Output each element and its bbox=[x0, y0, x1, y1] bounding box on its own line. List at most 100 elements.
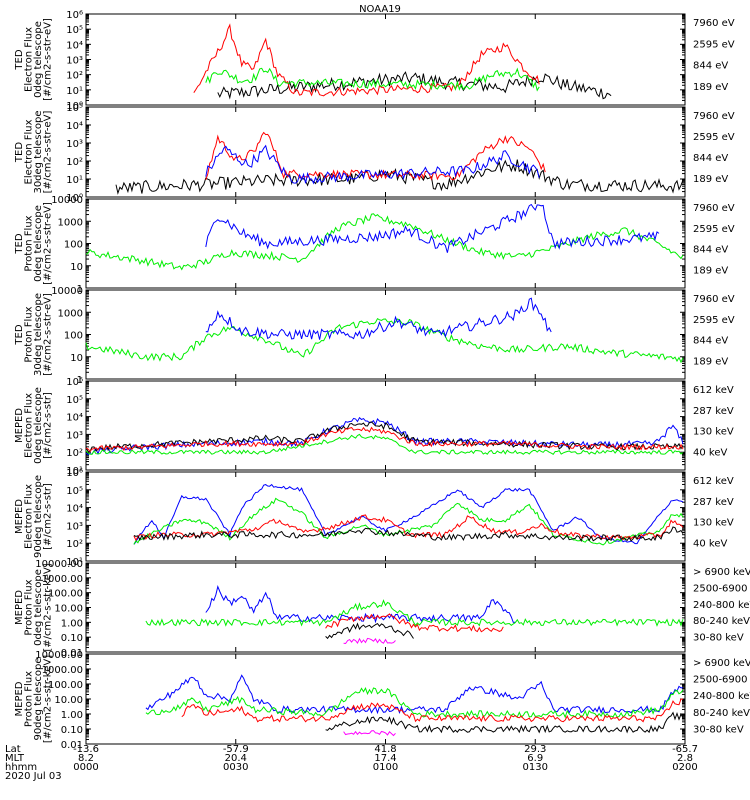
y-axis-label: [#/cm2-s-str-eV] bbox=[42, 202, 53, 285]
y-axis-label: Electron Flux bbox=[23, 484, 34, 549]
y-tick-label: 10⁴ bbox=[66, 40, 83, 51]
series-line bbox=[205, 67, 540, 92]
legend-item: 189 eV bbox=[693, 82, 728, 93]
y-tick-label: 10⁴ bbox=[66, 413, 83, 424]
panel-frame bbox=[85, 471, 686, 562]
series-3 bbox=[205, 67, 540, 92]
y-tick-label: 0.01 bbox=[61, 648, 83, 659]
legend-item: 80-240 keV bbox=[693, 708, 750, 719]
footer-hhmm: 0000 bbox=[73, 762, 98, 773]
legend-item: 189 eV bbox=[693, 265, 728, 276]
footer-lat: -57.9 bbox=[223, 744, 249, 755]
series-line bbox=[145, 674, 684, 715]
y-tick-label: 10⁵ bbox=[66, 103, 83, 114]
y-axis-label: Electron Flux bbox=[23, 393, 34, 458]
y-axis-label: 30deg telescope bbox=[33, 110, 44, 193]
y-tick-label: 10⁵ bbox=[66, 395, 83, 406]
series-line bbox=[217, 71, 612, 100]
footer-lat: -13.6 bbox=[73, 744, 99, 755]
series-1 bbox=[85, 318, 684, 364]
y-tick-label: 10² bbox=[66, 71, 83, 82]
footer-row-label: hhmm bbox=[5, 762, 37, 773]
y-tick-label: 1 bbox=[77, 375, 83, 386]
series-2 bbox=[205, 131, 546, 181]
series-line bbox=[181, 698, 684, 723]
y-tick-label: 1000 bbox=[58, 308, 83, 319]
series-line bbox=[85, 426, 684, 452]
y-axis-label: [#/cm2-s-str-keV] bbox=[42, 655, 53, 743]
y-tick-label: 1.00 bbox=[61, 618, 83, 629]
series-line bbox=[133, 526, 684, 543]
series-1 bbox=[217, 71, 612, 100]
legend-item: 2595 eV bbox=[693, 39, 735, 50]
panel-frame bbox=[85, 106, 686, 198]
series-line bbox=[133, 483, 684, 545]
legend-item: 30-80 keV bbox=[693, 633, 744, 644]
y-tick-label: 10⁴ bbox=[66, 504, 83, 515]
y-axis-label: TED bbox=[14, 49, 25, 70]
legend-item: 2595 eV bbox=[693, 224, 735, 235]
series-2 bbox=[193, 23, 540, 97]
legend-item: 40 keV bbox=[693, 447, 727, 458]
y-axis-label: 0deg telescope bbox=[33, 569, 44, 646]
y-tick-label: 10000.00 bbox=[35, 650, 83, 661]
y-axis-label: 0deg telescope bbox=[33, 205, 44, 282]
y-axis-label: 90deg telescope bbox=[33, 657, 44, 740]
series-2 bbox=[205, 203, 660, 253]
y-tick-label: 10¹ bbox=[66, 557, 83, 568]
y-tick-label: 100 bbox=[64, 331, 83, 342]
y-tick-label: 10⁶ bbox=[66, 377, 83, 388]
y-tick-label: 10000 bbox=[51, 286, 83, 297]
legend-item: 287 keV bbox=[693, 406, 734, 417]
series-line bbox=[343, 730, 396, 737]
legend-item: 287 keV bbox=[693, 497, 734, 508]
series-line bbox=[205, 297, 552, 340]
series-3 bbox=[85, 426, 684, 452]
y-tick-label: 10⁰ bbox=[66, 101, 83, 112]
series-line bbox=[145, 687, 684, 719]
y-axis-label: TED bbox=[14, 324, 25, 345]
y-axis-label: MEPED bbox=[14, 499, 25, 534]
series-2 bbox=[85, 421, 684, 452]
y-axis-label: MEPED bbox=[14, 590, 25, 625]
footer-hhmm: 0200 bbox=[672, 762, 697, 773]
panel-frame bbox=[85, 289, 686, 380]
series-line bbox=[85, 421, 684, 452]
footer-mlt: 17.4 bbox=[374, 753, 396, 764]
legend-item: > 6900 keV bbox=[693, 658, 750, 669]
y-axis-label: Electron Flux bbox=[23, 27, 34, 92]
series-line bbox=[205, 144, 540, 185]
y-axis-label: TED bbox=[14, 233, 25, 254]
y-tick-label: 10.00 bbox=[54, 604, 83, 615]
legend-item: 240-800 keV bbox=[693, 600, 750, 611]
y-tick-label: 0.10 bbox=[61, 725, 83, 736]
series-3 bbox=[205, 144, 540, 185]
series-3 bbox=[181, 698, 684, 723]
y-axis-label: [#/cm2-s-str-keV] bbox=[42, 563, 53, 651]
legend-item: 2595 eV bbox=[693, 132, 735, 143]
series-line bbox=[133, 497, 684, 546]
series-1 bbox=[205, 584, 516, 624]
legend-item: 80-240 keV bbox=[693, 616, 750, 627]
legend-item: 2595 eV bbox=[693, 315, 735, 326]
y-tick-label: 10000.00 bbox=[35, 559, 83, 570]
legend-item: 2500-6900 bbox=[693, 675, 748, 686]
footer-mlt: 20.4 bbox=[225, 753, 247, 764]
footer-hhmm: 0130 bbox=[523, 762, 548, 773]
footer-hhmm: 0030 bbox=[223, 762, 248, 773]
y-tick-label: 10 bbox=[70, 262, 83, 273]
y-tick-label: 10⁵ bbox=[66, 486, 83, 497]
y-tick-label: 10¹ bbox=[66, 175, 83, 186]
legend-item: 189 eV bbox=[693, 356, 728, 367]
series-2 bbox=[133, 497, 684, 546]
panel-8: 0.01 0.10 1.00 10.00 100.00 1000.00 10000.00 ME… bbox=[14, 650, 750, 751]
y-axis-label: 0deg telescope bbox=[33, 21, 44, 98]
y-tick-label: 10⁴ bbox=[66, 121, 83, 132]
legend-item: 130 keV bbox=[693, 427, 734, 438]
legend-item: 7960 eV bbox=[693, 294, 735, 305]
y-tick-label: 1.00 bbox=[61, 710, 83, 721]
